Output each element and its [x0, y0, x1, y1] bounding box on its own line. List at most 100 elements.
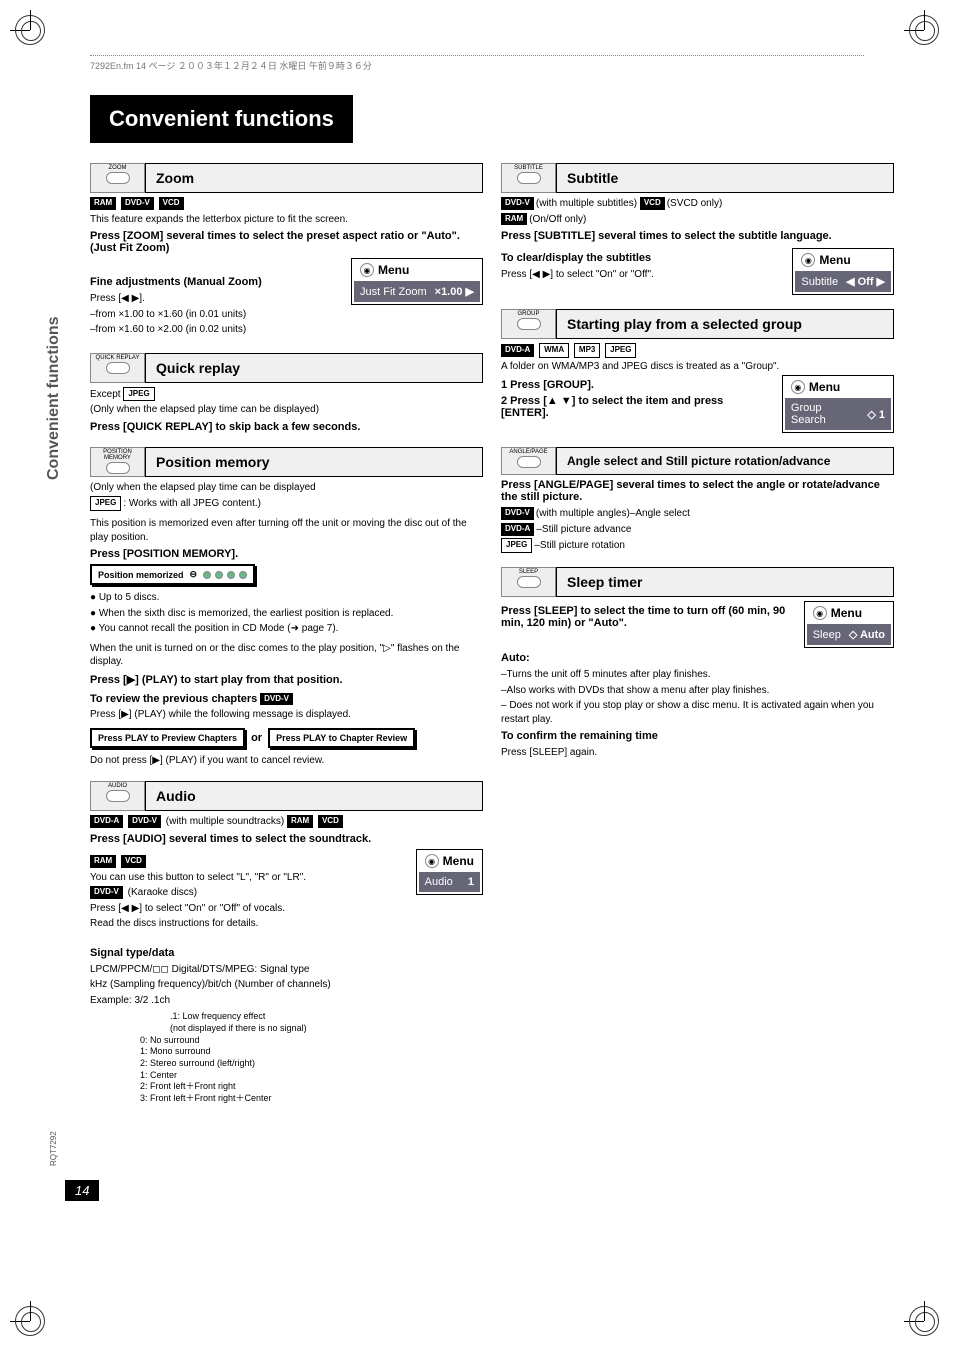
menu-icon: ◉ [801, 253, 815, 267]
menu-icon: ◉ [791, 380, 805, 394]
step: 2 Press [▲ ▼] to select the item and pre… [501, 395, 774, 419]
description: A folder on WMA/MP3 and JPEG discs is tr… [501, 360, 894, 374]
confirm-title: To confirm the remaining time [501, 730, 894, 742]
jpeg-tag: JPEG [605, 343, 636, 358]
description: You can use this button to select "L", "… [90, 871, 306, 885]
description: This position is memorized even after tu… [90, 517, 483, 544]
fine-adjustments-title: Fine adjustments (Manual Zoom) [90, 276, 262, 288]
ram-tag: RAM [501, 213, 527, 226]
instruction: Press [SLEEP] to select the time to turn… [501, 605, 796, 629]
left-column: ZOOM Zoom RAM DVD-V VCD This feature exp… [90, 163, 483, 1119]
jpeg-tag: JPEG [123, 387, 154, 402]
description: Press [SLEEP] again. [501, 746, 894, 760]
fine-line: –from ×1.00 to ×1.60 (in 0.01 units) [90, 308, 262, 322]
instruction: Press [AUDIO] several times to select th… [90, 833, 483, 845]
group-section: GROUP Starting play from a selected grou… [501, 309, 894, 433]
auto-line: –Also works with DVDs that show a menu a… [501, 684, 894, 698]
vcd-tag: VCD [318, 815, 343, 828]
vcd-tag: VCD [121, 855, 146, 868]
disc-dot-icon [239, 571, 247, 579]
position-memory-button-icon: POSITION MEMORY [90, 447, 145, 477]
step: 1 Press [GROUP]. [501, 379, 774, 391]
instruction: Press [QUICK REPLAY] to skip back a few … [90, 421, 483, 433]
description: Press [◀ ▶] to select "On" or "Off" of v… [90, 902, 306, 916]
section-title: Audio [145, 781, 483, 811]
group-menu-display: ◉Menu Group Search◇ 1 [782, 375, 894, 433]
jpeg-tag: JPEG [90, 496, 121, 511]
crop-mark-icon [10, 10, 50, 50]
paragraph: When the unit is turned on or the disc c… [90, 642, 483, 669]
section-title: Position memory [145, 447, 483, 477]
vcd-tag: VCD [640, 197, 665, 210]
ram-tag: RAM [287, 815, 313, 828]
example: Example: 3/2 .1ch [90, 994, 483, 1008]
fine-line: Press [◀ ▶]. [90, 292, 262, 306]
note: (Only when the elapsed play time can be … [90, 403, 483, 417]
dvdv-tag: DVD-V [121, 197, 154, 210]
signal-tree: .1: Low frequency effect (not displayed … [90, 1011, 483, 1105]
bullet: ● When the sixth disc is memorized, the … [90, 607, 483, 621]
dvdv-tag: DVD-V [501, 197, 534, 210]
crop-mark-icon [904, 1301, 944, 1341]
quick-replay-button-icon: QUICK REPLAY [90, 353, 145, 383]
quick-replay-section: QUICK REPLAY Quick replay Except JPEG (O… [90, 353, 483, 433]
menu-icon: ◉ [360, 263, 374, 277]
crop-mark-icon [10, 1301, 50, 1341]
jpeg-tag: JPEG [501, 538, 532, 553]
ram-tag: RAM [90, 197, 116, 210]
crop-mark-icon [904, 10, 944, 50]
zoom-section: ZOOM Zoom RAM DVD-V VCD This feature exp… [90, 163, 483, 339]
section-title: Zoom [145, 163, 483, 193]
clear-title: To clear/display the subtitles [501, 252, 654, 264]
position-memorized-display: Position memorized ⊖ [90, 564, 255, 585]
zoom-instruction: Press [ZOOM] several times to select the… [90, 230, 483, 254]
group-button-icon: GROUP [501, 309, 556, 339]
manual-page: 7292En.fm 14 ページ ２００３年１２月２４日 水曜日 午前９時３６分… [0, 0, 954, 1351]
auto-title: Auto: [501, 652, 894, 664]
dvda-tag: DVD-A [90, 815, 123, 828]
signal-section: Signal type/data LPCM/PPCM/◻◻ Digital/DT… [90, 947, 483, 1105]
dvdv-tag: DVD-V [260, 693, 293, 706]
dvda-tag: DVD-A [501, 344, 534, 357]
menu-icon: ◉ [813, 606, 827, 620]
section-title: Quick replay [145, 353, 483, 383]
angle-section: ANGLE/PAGE Angle select and Still pictur… [501, 447, 894, 553]
sleep-menu-display: ◉Menu Sleep◇ Auto [804, 601, 894, 648]
dvdv-tag: DVD-V [90, 886, 123, 899]
audio-button-icon: AUDIO [90, 781, 145, 811]
side-code: RQT7292 [49, 1131, 58, 1166]
instruction: Press [▶] (PLAY) to start play from that… [90, 673, 483, 686]
angle-button-icon: ANGLE/PAGE [501, 447, 556, 475]
print-header: 7292En.fm 14 ページ ２００３年１２月２４日 水曜日 午前９時３６分 [90, 55, 864, 72]
sleep-button-icon: SLEEP [501, 567, 556, 597]
page-title: Convenient functions [90, 95, 353, 143]
disc-icon: ⊖ [190, 569, 198, 580]
note: Do not press [▶] (PLAY) if you want to c… [90, 754, 483, 768]
wma-tag: WMA [539, 343, 569, 358]
line: LPCM/PPCM/◻◻ Digital/DTS/MPEG: Signal ty… [90, 963, 483, 977]
side-label: Convenient functions [45, 316, 63, 480]
sleep-section: SLEEP Sleep timer Press [SLEEP] to selec… [501, 567, 894, 760]
signal-title: Signal type/data [90, 947, 483, 959]
audio-menu-display: ◉Menu Audio1 [416, 849, 483, 895]
page-number: 14 [65, 1180, 99, 1201]
zoom-description: This feature expands the letterbox pictu… [90, 213, 483, 227]
dvdv-tag: DVD-V [128, 815, 161, 828]
zoom-button-icon: ZOOM [90, 163, 145, 193]
disc-dot-icon [227, 571, 235, 579]
dvdv-tag: DVD-V [501, 507, 534, 520]
section-title: Sleep timer [556, 567, 894, 597]
instruction: Press [ANGLE/PAGE] several times to sele… [501, 479, 894, 503]
vcd-tag: VCD [159, 197, 184, 210]
mp3-tag: MP3 [574, 343, 600, 358]
section-title: Starting play from a selected group [556, 309, 894, 339]
instruction: Press [SUBTITLE] several times to select… [501, 230, 894, 242]
bullet: ● You cannot recall the position in CD M… [90, 622, 483, 636]
line: kHz (Sampling frequency)/bit/ch (Number … [90, 978, 483, 992]
fine-line: –from ×1.60 to ×2.00 (in 0.02 units) [90, 323, 262, 337]
auto-line: – Does not work if you stop play or show… [501, 699, 894, 726]
disc-dot-icon [203, 571, 211, 579]
note: Read the discs instructions for details. [90, 917, 306, 931]
description: Press [▶] (PLAY) while the following mes… [90, 708, 483, 722]
audio-section: AUDIO Audio DVD-A DVD-V (with multiple s… [90, 781, 483, 932]
